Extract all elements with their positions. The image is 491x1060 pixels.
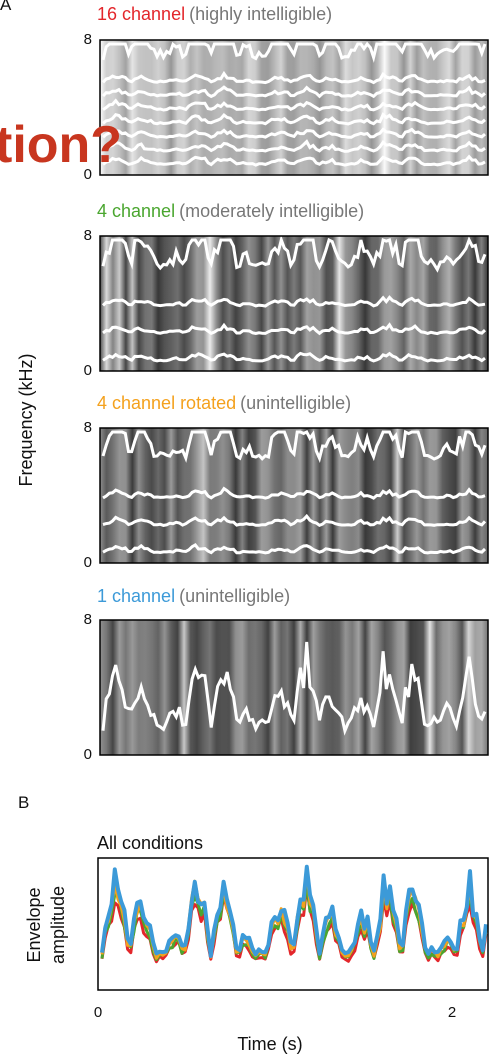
condition-description: (unintelligible) [240,393,351,413]
envelope-line [102,513,487,527]
y-tick-label: 8 [84,611,92,628]
envelope-line [101,70,486,85]
x-tick-label: 2 [448,1004,456,1021]
panel-title: 1 channel (unintelligible) [97,586,290,606]
envelope-line [102,322,487,336]
y-axis-label: amplitude [48,886,68,964]
envelope-line [102,351,486,363]
panel-frame [99,39,489,176]
spectrogram-shade [100,620,488,755]
panel-title: 16 channel (highly intelligible) [97,4,332,24]
overlay-text: tion? [0,116,122,174]
envelope-line [102,112,486,126]
x-tick-label: 0 [94,1004,102,1021]
envelope-line [102,486,486,500]
panel-title: 4 channel (moderately intelligible) [97,201,364,221]
panel-title: All conditions [97,833,203,853]
y-axis-label: Envelope [24,887,44,962]
envelope-line [102,542,487,555]
panel-frame [99,619,489,756]
condition-description: (moderately intelligible) [179,201,364,221]
y-tick-label: 0 [84,362,92,379]
panel-title: 4 channel rotated (unintelligible) [97,393,351,413]
envelope-line [100,864,488,958]
envelope-line [101,641,487,736]
envelope-line [101,41,487,63]
y-tick-label: 8 [84,419,92,436]
condition-description: (highly intelligible) [189,4,332,24]
y-tick-label: 0 [84,554,92,571]
envelope-line [101,295,486,308]
y-tick-label: 8 [84,227,92,244]
y-tick-label: 8 [84,31,92,48]
envelope-line [101,429,487,464]
panel-frame [99,427,489,564]
envelope-line [101,235,487,273]
condition-name: 16 channel [97,4,185,24]
envelope-line [102,139,486,153]
condition-description: (unintelligible) [179,586,290,606]
panel-label: B [18,793,29,812]
spectrogram [100,620,488,755]
envelope-line [102,127,486,139]
x-axis-label: Time (s) [237,1034,302,1054]
envelope-line [102,98,486,112]
condition-name: 1 channel [97,586,175,606]
condition-name: 4 channel rotated [97,393,236,413]
panel-frame [99,235,489,372]
envelope-line [102,154,486,167]
panel-label: A [0,0,12,14]
envelope-line [101,85,486,99]
panel-frame [97,857,489,991]
condition-name: 4 channel [97,201,175,221]
y-tick-label: 0 [84,166,92,183]
y-axis-label: Frequency (kHz) [16,353,36,486]
y-tick-label: 0 [84,746,92,763]
